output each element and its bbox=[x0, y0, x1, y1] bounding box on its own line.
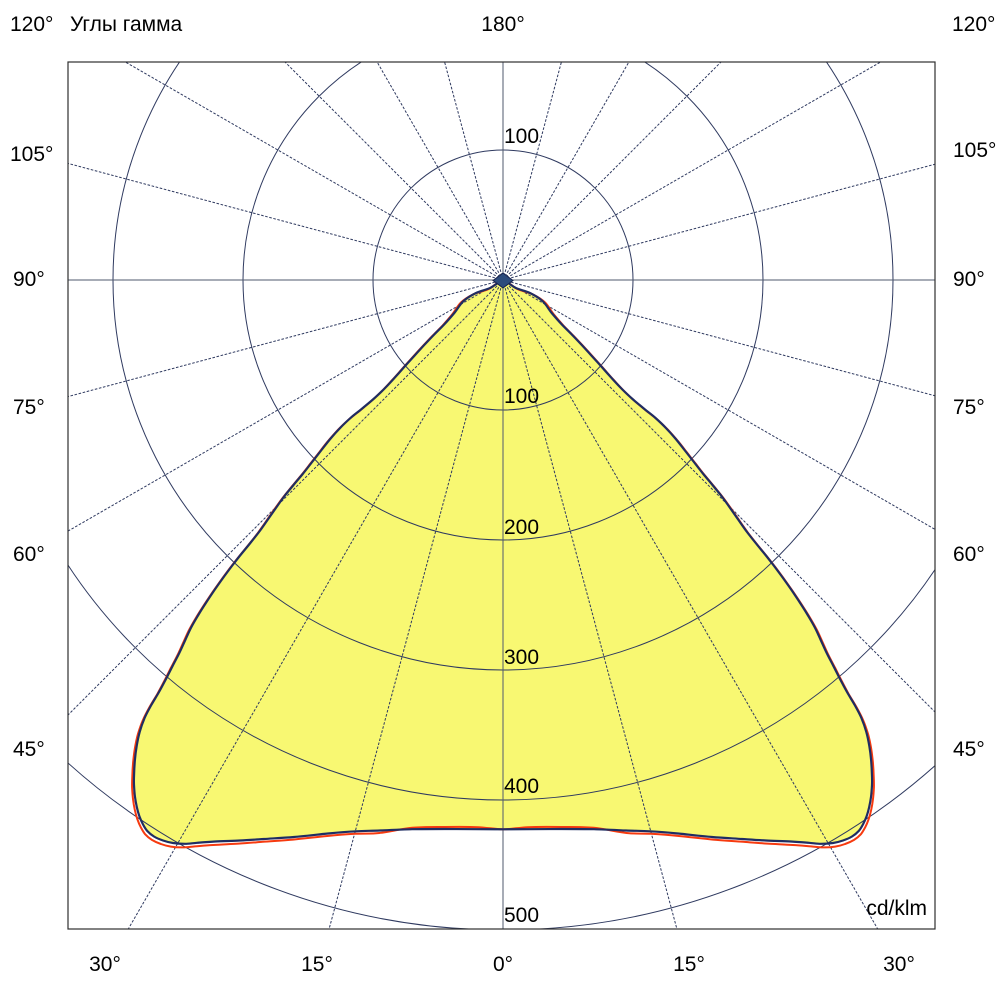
svg-text:75°: 75° bbox=[13, 396, 45, 419]
svg-text:90°: 90° bbox=[953, 268, 985, 291]
svg-text:60°: 60° bbox=[13, 543, 45, 566]
svg-text:0°: 0° bbox=[493, 953, 513, 976]
svg-text:45°: 45° bbox=[13, 738, 45, 761]
svg-text:15°: 15° bbox=[301, 953, 333, 976]
svg-text:15°: 15° bbox=[673, 953, 705, 976]
svg-text:100: 100 bbox=[504, 385, 539, 408]
svg-text:500: 500 bbox=[504, 904, 539, 927]
svg-text:Углы гамма: Углы гамма bbox=[70, 13, 183, 36]
svg-text:30°: 30° bbox=[89, 953, 121, 976]
svg-text:cd/klm: cd/klm bbox=[866, 897, 927, 920]
svg-text:75°: 75° bbox=[953, 396, 985, 419]
svg-text:180°: 180° bbox=[481, 13, 524, 36]
svg-text:105°: 105° bbox=[10, 143, 53, 166]
svg-text:90°: 90° bbox=[13, 268, 45, 291]
svg-text:30°: 30° bbox=[883, 953, 915, 976]
svg-text:120°: 120° bbox=[952, 13, 995, 36]
svg-text:400: 400 bbox=[504, 775, 539, 798]
svg-text:45°: 45° bbox=[953, 738, 985, 761]
svg-text:120°: 120° bbox=[10, 13, 53, 36]
svg-text:100: 100 bbox=[504, 125, 539, 148]
svg-text:300: 300 bbox=[504, 646, 539, 669]
svg-text:60°: 60° bbox=[953, 543, 985, 566]
svg-text:105°: 105° bbox=[953, 139, 996, 162]
svg-text:200: 200 bbox=[504, 516, 539, 539]
